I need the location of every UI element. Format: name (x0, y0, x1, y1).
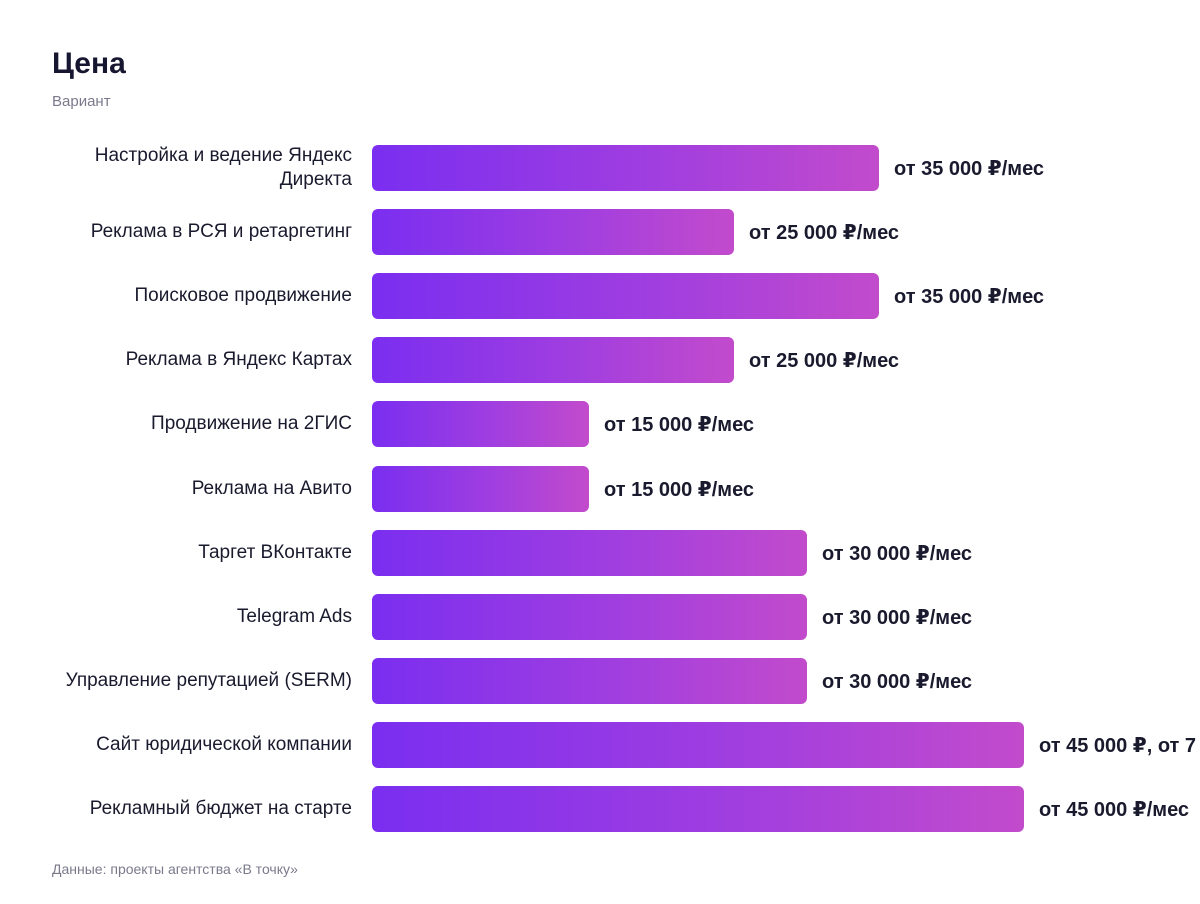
bar-row: Реклама на Авито от 15 000 ₽/мес (0, 466, 1200, 512)
bar-row: Таргет ВКонтакте от 30 000 ₽/мес (0, 530, 1200, 576)
value-label: от 30 000 ₽/мес (822, 670, 973, 693)
category-label: Реклама на Авито (191, 478, 352, 499)
value-label: от 35 000 ₽/мес (894, 157, 1045, 180)
value-label: от 30 000 ₽/мес (822, 606, 973, 629)
category-label: Таргет ВКонтакте (198, 542, 352, 563)
bar-row: Реклама в Яндекс Картах от 25 000 ₽/мес (0, 337, 1200, 383)
bar (372, 466, 589, 512)
bar (372, 337, 734, 383)
value-label: от 25 000 ₽/мес (749, 349, 900, 372)
chart-title: Цена (52, 47, 126, 80)
category-label: Продвижение на 2ГИС (151, 413, 352, 434)
category-label: Рекламный бюджет на старте (89, 798, 352, 819)
value-label: от 45 000 ₽, от 7 (1039, 734, 1197, 757)
bar-row: Рекламный бюджет на старте от 45 000 ₽/ме… (0, 786, 1200, 832)
value-label: от 30 000 ₽/мес (822, 542, 973, 565)
category-label: Управление репутацией (SERM) (65, 670, 352, 691)
bar (372, 786, 1024, 832)
value-label: от 15 000 ₽/мес (604, 413, 755, 436)
bar (372, 594, 807, 640)
bar (372, 658, 807, 704)
value-label: от 25 000 ₽/мес (749, 221, 900, 244)
category-label: Telegram Ads (236, 606, 352, 627)
value-label: от 35 000 ₽/мес (894, 285, 1045, 308)
bar (372, 401, 589, 447)
value-label: от 15 000 ₽/мес (604, 478, 755, 501)
chart-footnote: Данные: проекты агентства «В точку» (52, 861, 298, 877)
bar (372, 530, 807, 576)
category-label: Реклама в Яндекс Картах (125, 349, 352, 370)
bar-row: Telegram Ads от 30 000 ₽/мес (0, 594, 1200, 640)
bar-row: Продвижение на 2ГИС от 15 000 ₽/мес (0, 401, 1200, 447)
category-label: Поисковое продвижение (134, 285, 352, 306)
category-label: Реклама в РСЯ и ретаргетинг (90, 221, 352, 242)
bar-row: Реклама в РСЯ и ретаргетинг от 25 000 ₽/м… (0, 209, 1200, 255)
bar (372, 209, 734, 255)
bar-row: Поисковое продвижение от 35 000 ₽/мес (0, 273, 1200, 319)
value-label: от 45 000 ₽/мес (1039, 798, 1190, 821)
bar (372, 722, 1024, 768)
category-label: Настройка и ведение Яндекс Директа (94, 145, 352, 190)
bar (372, 273, 879, 319)
bar (372, 145, 879, 191)
bar-row: Настройка и ведение Яндекс Директа от 35 … (0, 145, 1200, 191)
chart-subtitle: Вариант (52, 93, 111, 110)
bar-row: Сайт юридической компании от 45 000 ₽, от… (0, 722, 1200, 768)
category-label: Сайт юридической компании (96, 734, 352, 755)
bar-row: Управление репутацией (SERM) от 30 000 ₽/… (0, 658, 1200, 704)
